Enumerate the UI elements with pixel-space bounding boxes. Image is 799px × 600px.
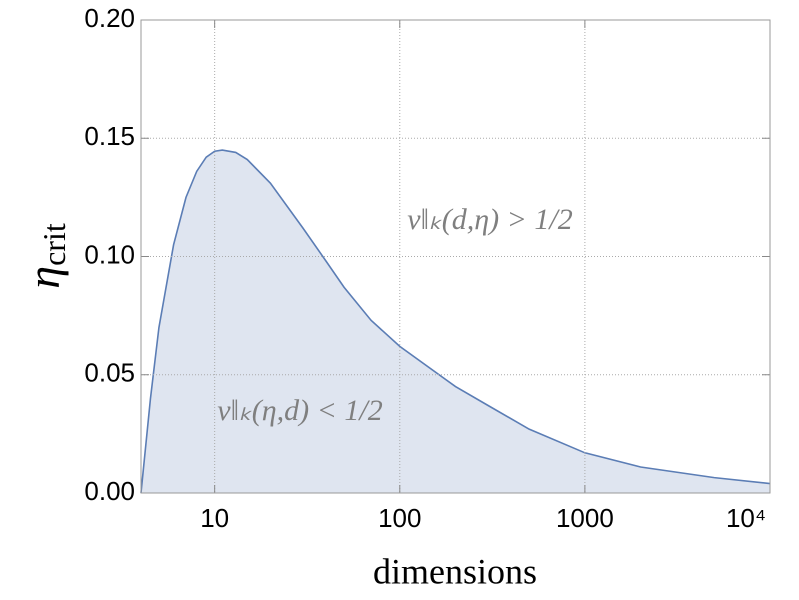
y-tick-label: 0.00 <box>84 476 135 506</box>
y-label-symbol: η <box>18 266 69 289</box>
line <box>140 149 771 494</box>
annotation: ν‖ₖ(η,d) < 1/2 <box>217 394 382 427</box>
y-axis-label: ηcrit <box>18 223 73 289</box>
y-tick-label: 0.10 <box>84 239 135 269</box>
x-tick-label: 1000 <box>556 503 614 533</box>
plot-frame <box>140 19 771 494</box>
y-tick-label: 0.05 <box>84 358 135 388</box>
y-tick-label: 0.20 <box>84 3 135 33</box>
area-fill <box>141 150 770 493</box>
x-axis-label: dimensions <box>373 551 537 591</box>
y-tick-label: 0.15 <box>84 121 135 151</box>
y-label-subscript: crit <box>36 223 72 266</box>
x-tick-label: 100 <box>378 503 421 533</box>
x-tick-label: 10⁴ <box>726 503 766 533</box>
annotation: ν‖ₖ(d,η) > 1/2 <box>407 203 572 236</box>
x-tick-label: 10 <box>200 503 229 533</box>
